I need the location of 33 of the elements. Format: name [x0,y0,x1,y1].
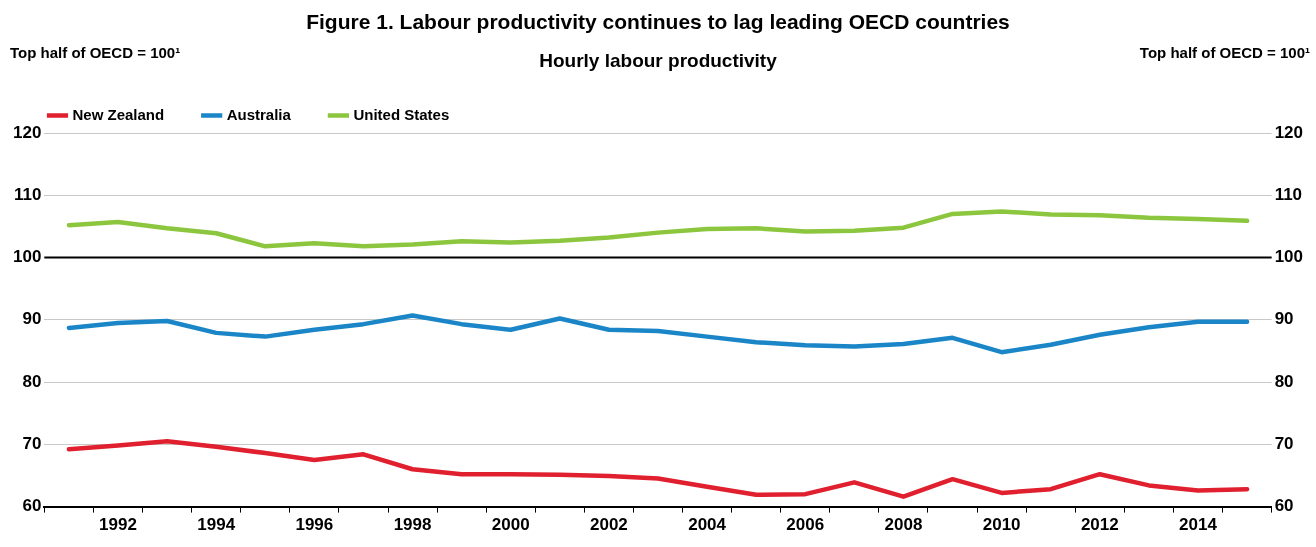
y2-tick-label: 70 [1274,434,1294,454]
y2-axis-title: Top half of OECD = 100¹ [1139,44,1310,61]
y2-tick-label: 100 [1274,247,1304,267]
y2-tick-label: 80 [1274,371,1294,391]
x-tick-label: 2012 [1080,515,1119,535]
legend-label: New Zealand [72,105,165,123]
y-tick-label: 90 [22,309,42,329]
x-tick-label: 2008 [884,515,923,535]
y-tick-label: 70 [22,434,42,454]
x-tick-label: 2000 [491,515,530,535]
chart-title: Figure 1. Labour productivity continues to lag leading OECD countries [305,10,1011,35]
x-tick-label: 1992 [99,515,137,535]
y2-tick-label: 90 [1274,309,1294,329]
y2-tick-label: 60 [1274,496,1294,516]
y-tick-label: 110 [13,184,42,204]
x-tick-label: 2002 [590,515,628,535]
x-tick-label: 1998 [393,515,432,535]
x-tick-label: 2014 [1179,515,1218,535]
x-tick-label: 1996 [295,515,334,535]
y-tick-label: 60 [22,496,42,516]
y-tick-label: 80 [22,371,42,391]
chart-subtitle: Hourly labour productivity [539,50,777,71]
legend-label: Australia [226,105,292,123]
y2-tick-label: 110 [1274,184,1303,204]
y-axis-title: Top half of OECD = 100¹ [10,44,181,61]
legend-label: United States [353,105,450,123]
x-tick-label: 2006 [786,515,825,535]
y2-tick-label: 120 [1274,122,1304,142]
x-tick-label: 1994 [197,515,236,535]
x-tick-label: 2004 [688,515,727,535]
y-tick-label: 100 [12,247,42,267]
x-tick-label: 2010 [982,515,1021,535]
y-tick-label: 120 [12,122,42,142]
